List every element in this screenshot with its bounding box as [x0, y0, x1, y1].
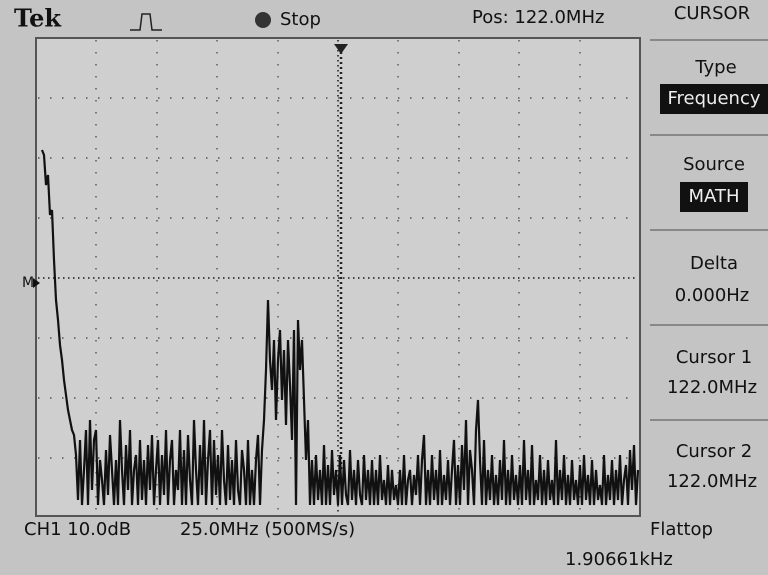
frequency-scale: 25.0MHz (500MS/s) [180, 519, 355, 540]
scope-screen: M Tek Stop Pos: 122.0MHz CURSOR Type Fre… [0, 0, 768, 575]
menu-value: 122.0MHz [667, 471, 757, 492]
readout-frequency: 1.90661kHz [565, 549, 673, 570]
menu-value[interactable]: MATH [689, 186, 740, 207]
channel-scale: CH1 10.0dB [24, 519, 131, 540]
run-status-dot [255, 12, 271, 28]
trigger-position: Pos: 122.0MHz [472, 7, 604, 28]
math-reference-label: M [22, 275, 34, 291]
menu-title: CURSOR [674, 3, 750, 24]
page: body { margin: 0; width: 768px; height: … [0, 0, 768, 575]
menu-label: Cursor 1 [676, 347, 752, 368]
window-type: Flattop [650, 519, 713, 540]
menu-label: Delta [690, 253, 738, 274]
menu-label: Source [683, 154, 745, 175]
menu-value: 0.000Hz [675, 285, 750, 306]
run-status: Stop [280, 9, 321, 30]
menu-value[interactable]: Frequency [668, 88, 761, 109]
menu-value: 122.0MHz [667, 377, 757, 398]
brand: Tek [14, 4, 62, 33]
menu-label: Cursor 2 [676, 441, 752, 462]
menu-label: Type [694, 57, 736, 78]
body: M Tek Stop Pos: 122.0MHz CURSOR Type Fre… [0, 0, 768, 575]
